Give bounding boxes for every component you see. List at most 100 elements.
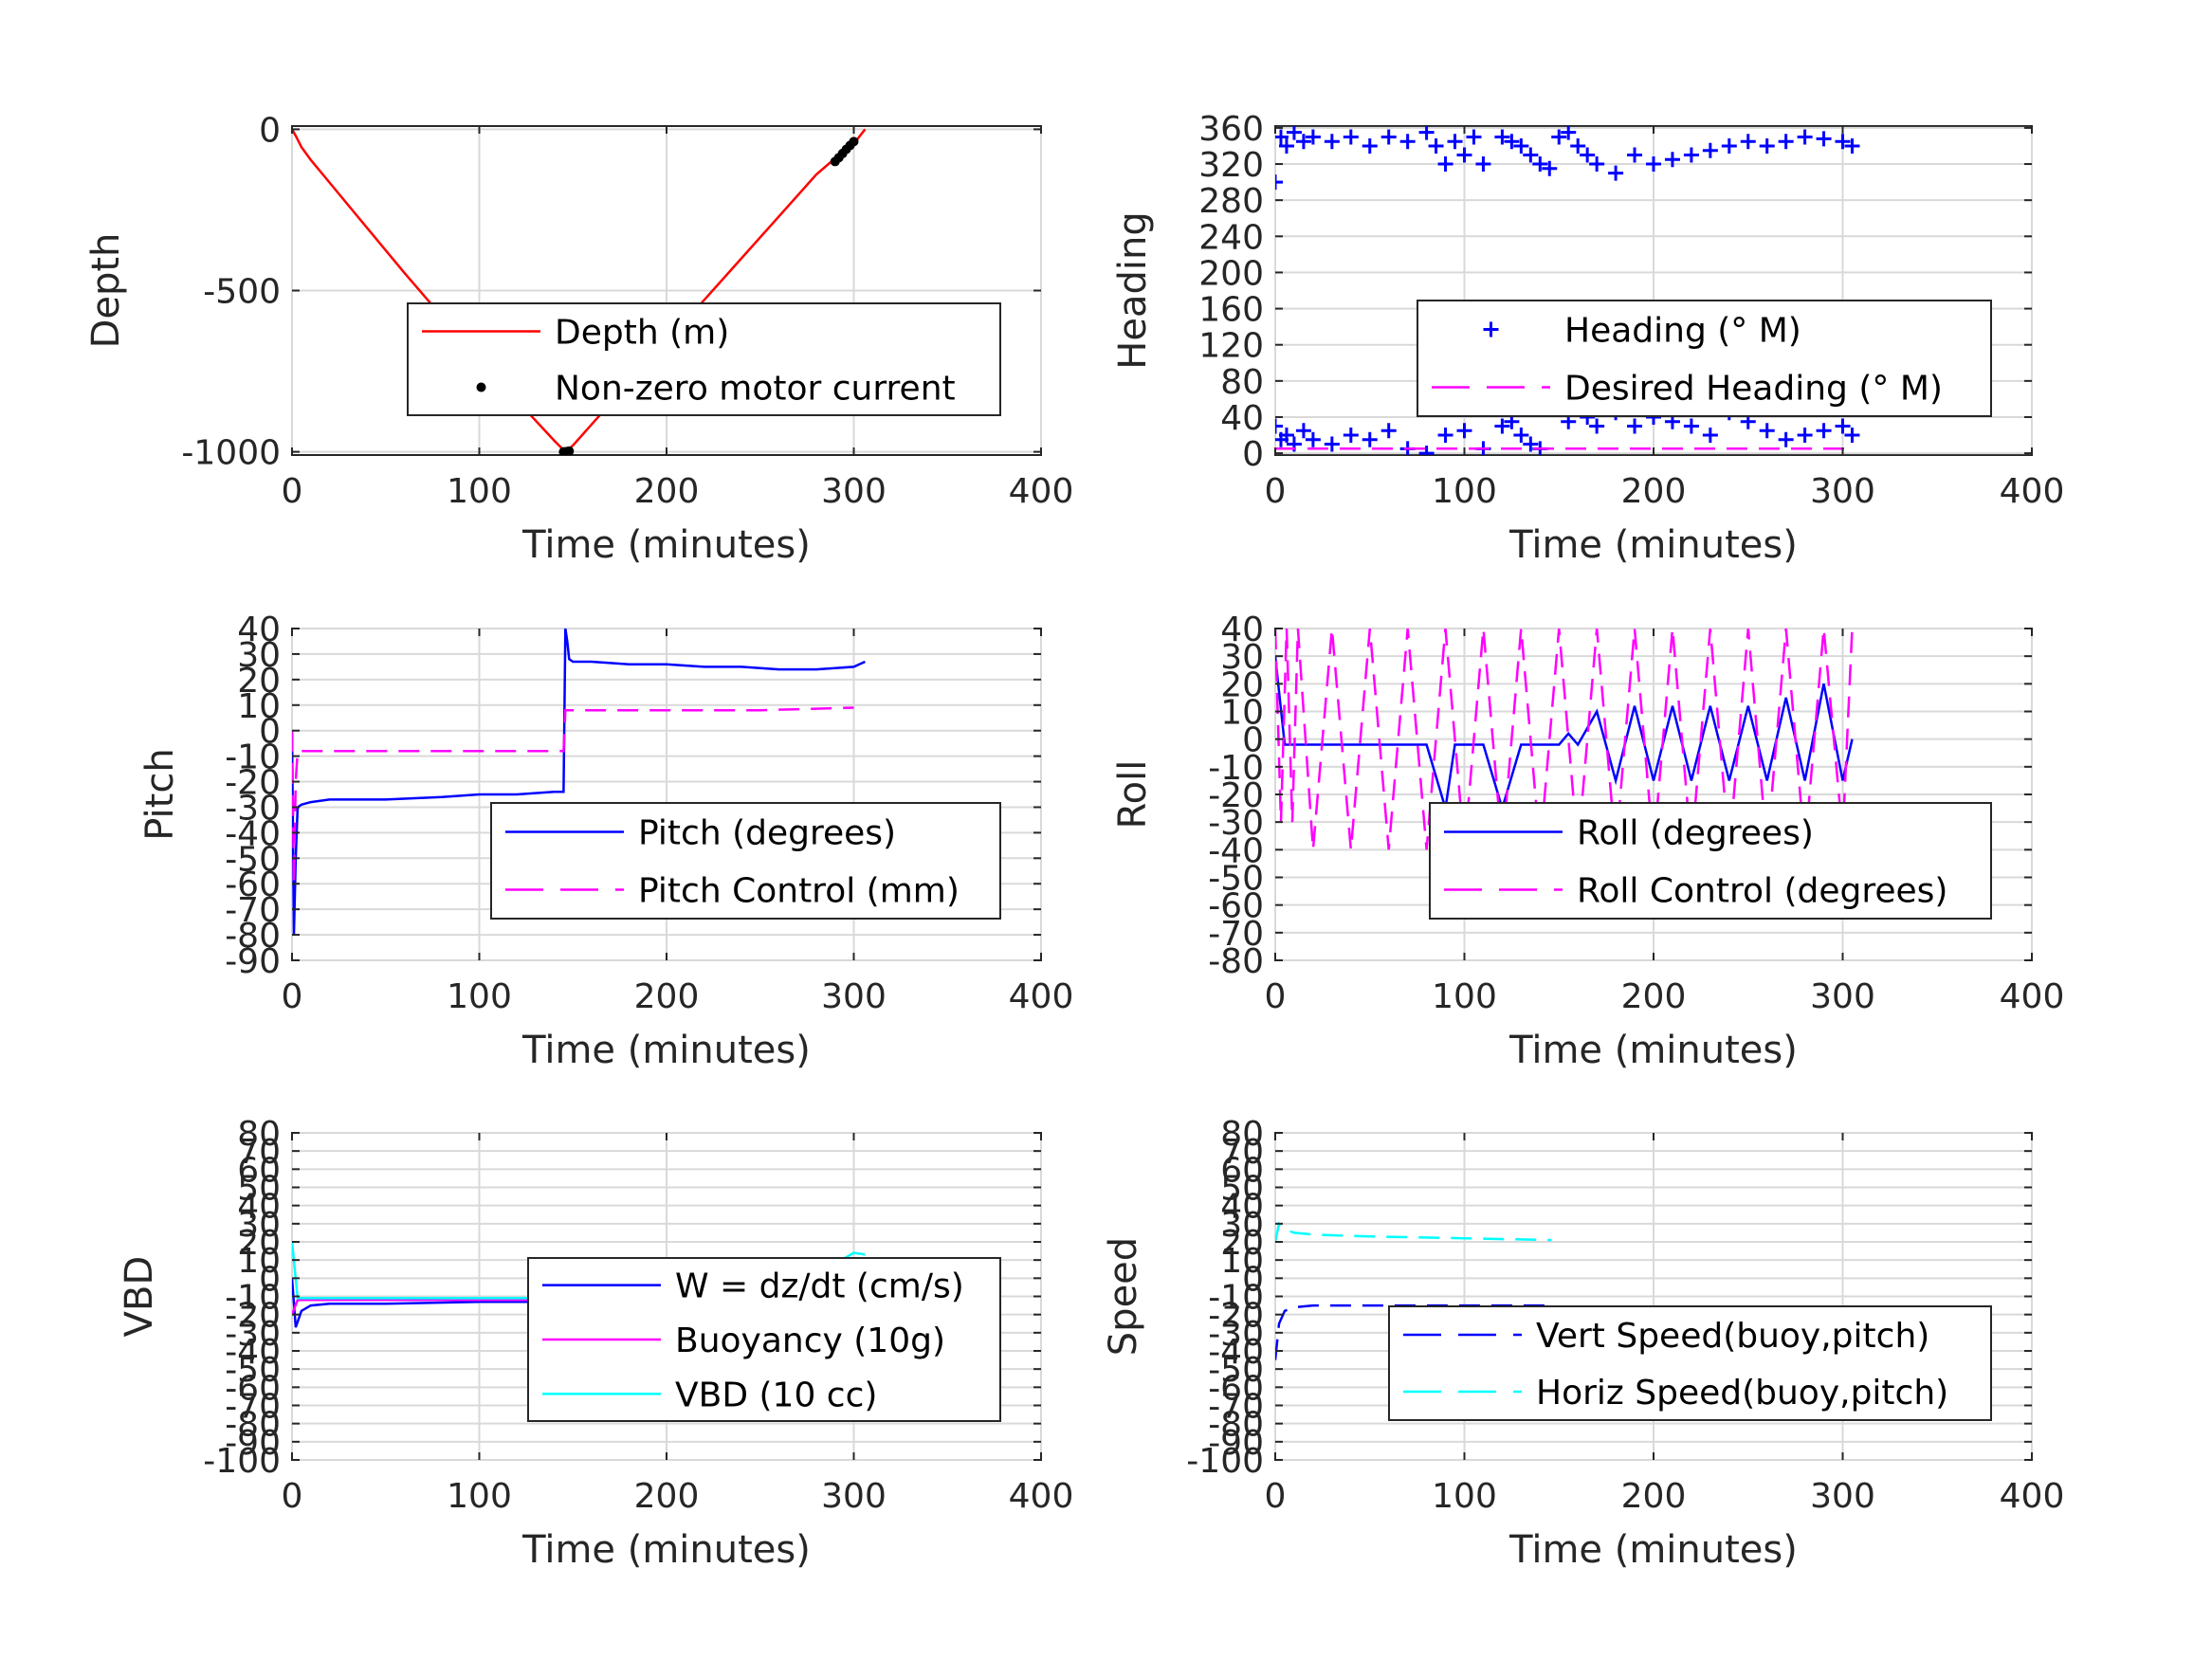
y-tick-label: -10 [1208, 1279, 1264, 1318]
y-tick-label: 10 [1220, 694, 1264, 733]
x-tick-label: 0 [282, 1477, 303, 1516]
y-tick-label: -50 [1208, 860, 1264, 899]
series-heading-m--point [1343, 129, 1359, 145]
series-heading-m--point [1456, 423, 1472, 439]
y-tick-label: 30 [237, 636, 281, 675]
x-axis-label: Time (minutes) [1508, 1528, 1798, 1572]
y-axis-label: Heading [1111, 211, 1155, 369]
y-tick-label: 0 [1242, 435, 1264, 474]
subplot-3: 0 100 200 300 400-90-80-70-60-50-40-30-20-10… [138, 611, 1073, 1072]
series-heading-m--point [1513, 428, 1529, 444]
y-tick-label: 20 [237, 1224, 281, 1263]
x-tick-label: 400 [1009, 1477, 1074, 1516]
y-tick-label: -100 [1186, 1442, 1264, 1481]
y-tick-label: 30 [237, 1206, 281, 1245]
y-tick-label: -20 [225, 764, 281, 803]
x-tick-label: 300 [821, 472, 887, 511]
y-tick-label: 70 [1220, 1133, 1264, 1172]
legend-box [1417, 300, 1992, 417]
y-tick-label: 200 [1198, 254, 1264, 293]
y-tick-label: -20 [225, 1297, 281, 1336]
series-heading-m--point [1551, 129, 1567, 145]
y-axis-label: Pitch [138, 748, 182, 840]
y-tick-label: 20 [1220, 665, 1264, 704]
series-heading-m--point [1683, 418, 1699, 434]
series-heading-m--point [1428, 137, 1444, 154]
y-axis-label: VBD [118, 1256, 161, 1338]
y-tick-label: 10 [237, 1242, 281, 1281]
series-heading-m--point [1418, 446, 1435, 455]
series-heading-m--point [1343, 428, 1359, 444]
legend-box [407, 302, 1001, 416]
y-tick-label: -40 [225, 814, 281, 853]
series-heading-m--point [1646, 156, 1661, 173]
legend-label: Roll (degrees) [1577, 814, 1814, 853]
y-tick-label: -40 [225, 1333, 281, 1372]
series-heading-m--point [1513, 137, 1529, 154]
series-heading-m--point [1797, 428, 1813, 444]
series-heading-m--point [1816, 131, 1832, 147]
y-tick-label: 30 [1220, 638, 1264, 677]
series-heading-m--point [1305, 431, 1321, 447]
series-heading-m--point [1759, 423, 1775, 439]
series-heading-m--point [1278, 137, 1294, 154]
series-heading-m--point [1494, 418, 1510, 434]
y-tick-label: 280 [1198, 182, 1264, 221]
x-axis-label: Time (minutes) [521, 1528, 811, 1572]
series-heading-m--point [1456, 147, 1472, 163]
legend-box [490, 802, 1001, 920]
series-heading-m--point [1702, 428, 1718, 444]
series-heading-m--point [1324, 134, 1340, 150]
legend: W = dz/dt (cm/s) Buoyancy (10g) VBD (10 cc… [527, 1257, 1001, 1422]
x-tick-label: 100 [1432, 472, 1497, 511]
data-layer [292, 128, 867, 455]
y-tick-label: 0 [259, 111, 281, 150]
y-tick-label: -60 [1208, 1369, 1264, 1408]
series-heading-m--point [1589, 418, 1605, 434]
x-tick-label: 400 [2000, 472, 2065, 511]
legend-label: Vert Speed(buoy,pitch) [1536, 1317, 1929, 1356]
legend-label: Heading (° M) [1564, 312, 1801, 351]
y-tick-label: -80 [1208, 1406, 1264, 1445]
y-tick-label: 50 [1220, 1170, 1264, 1209]
legend-label: Buoyancy (10g) [675, 1322, 945, 1360]
legend: Vert Speed(buoy,pitch) Horiz Speed(buoy,p… [1388, 1305, 1992, 1421]
legend-swatch [1483, 321, 1499, 337]
series-heading-m--point [1362, 137, 1378, 154]
y-tick-label: 30 [1220, 1206, 1264, 1245]
x-tick-label: 100 [447, 1477, 512, 1516]
series-heading-m--point [1466, 129, 1482, 145]
y-tick-label: 20 [1220, 1224, 1264, 1263]
x-tick-label: 300 [1810, 472, 1875, 511]
y-tick-label: -500 [203, 273, 281, 312]
legend: Heading (° M) Desired Heading (° M) [1417, 300, 1992, 417]
series-heading-m--point [1523, 147, 1539, 163]
x-axis-label: Time (minutes) [521, 1029, 811, 1072]
legend-label: Desired Heading (° M) [1564, 370, 1943, 409]
series-heading-m--point [1721, 137, 1737, 154]
y-tick-label: -40 [1208, 831, 1264, 870]
y-tick-label: -70 [1208, 1388, 1264, 1427]
series-heading-m--point [1561, 126, 1577, 140]
y-axis-label: Speed [1102, 1237, 1145, 1356]
y-tick-label: -60 [225, 1369, 281, 1408]
y-axis-label: Roll [1111, 760, 1155, 830]
subplot-2: 0 100 200 300 40004080120160200240280320360T… [1111, 110, 2064, 567]
legend-box [1388, 1305, 1992, 1421]
y-tick-label: 40 [1220, 399, 1264, 438]
series-heading-m--point [1295, 423, 1311, 439]
x-tick-label: 200 [1621, 472, 1687, 511]
y-tick-label: -40 [1208, 1333, 1264, 1372]
x-tick-label: 200 [634, 472, 700, 511]
series-heading-m--point [1305, 129, 1321, 145]
x-tick-label: 0 [1265, 472, 1287, 511]
series-heading-m--point [1627, 147, 1643, 163]
series-heading-m--point [1295, 134, 1311, 150]
x-tick-label: 200 [1621, 1477, 1687, 1516]
y-tick-label: -50 [1208, 1351, 1264, 1390]
y-tick-label: -80 [225, 1406, 281, 1445]
x-axis-label: Time (minutes) [521, 523, 811, 567]
y-tick-label: -50 [225, 840, 281, 879]
y-tick-label: 0 [1242, 721, 1264, 760]
y-tick-label: -1000 [181, 434, 281, 473]
